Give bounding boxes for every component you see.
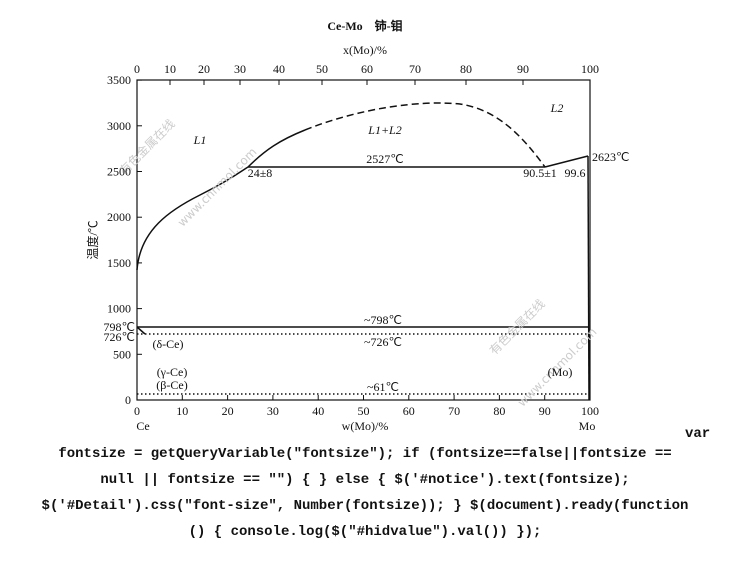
y-tick-label: 500 (113, 347, 131, 361)
bottom-tick-label: 20 (222, 404, 234, 418)
annotation: 90.5±1 (523, 166, 557, 180)
top-tick-label: 90 (517, 62, 529, 76)
code-line: () { console.log($("#hidvalue").val()) }… (189, 524, 542, 540)
y-tick-label: 0 (125, 393, 131, 407)
annotation: L1 (193, 133, 207, 147)
y-tick-label: 2000 (107, 210, 131, 224)
bottom-tick-label: 0 (134, 404, 140, 418)
annotation: 24±8 (248, 166, 273, 180)
annotation: ~726℃ (364, 335, 402, 349)
bottom-tick-label: 30 (267, 404, 279, 418)
top-tick-label: 40 (273, 62, 285, 76)
mo-solidus (587, 155, 590, 401)
title: Ce-Mo 铈-钼 (327, 18, 402, 33)
top-axis-label: x(Mo)/% (343, 43, 387, 57)
bottom-tick-label: 50 (358, 404, 370, 418)
top-tick-label: 50 (316, 62, 328, 76)
y-tick-label: 1000 (107, 302, 131, 316)
annotation: L2 (550, 101, 564, 115)
code-line: null || fontsize == "") { } else { $('#n… (100, 472, 629, 488)
bottom-tick-label: 60 (403, 404, 415, 418)
top-tick-label: 80 (460, 62, 472, 76)
phase-lines (136, 102, 590, 401)
annotation: 2623℃ (592, 150, 629, 164)
bottom-tick-label: 80 (493, 404, 505, 418)
top-tick-label: 70 (409, 62, 421, 76)
top-tick-label: 20 (198, 62, 210, 76)
annotation: ~61℃ (367, 380, 399, 394)
annotation: ~798℃ (364, 313, 402, 327)
annotation: 99.6 (565, 166, 586, 180)
code-line: $('#Detail').css("font-size", Number(fon… (42, 498, 689, 514)
y-tick-label: 2500 (107, 165, 131, 179)
top-tick-label: 30 (234, 62, 246, 76)
end-label: Mo (579, 419, 596, 433)
end-label: Ce (136, 419, 149, 433)
y-extra-label: 798℃ (104, 320, 135, 334)
annotation: (β-Ce) (156, 378, 187, 392)
bottom-tick-label: 40 (312, 404, 324, 418)
watermark: www.cnnmol.com (175, 145, 260, 230)
top-tick-label: 100 (581, 62, 599, 76)
y-tick-label: 1500 (107, 256, 131, 270)
annotation: (γ-Ce) (157, 365, 188, 379)
annotation: (Mo) (548, 365, 573, 379)
plot-frame (136, 79, 591, 401)
code-line: fontsize = getQueryVariable("fontsize");… (58, 446, 671, 462)
bottom-tick-label: 100 (581, 404, 599, 418)
mo-liquidus (544, 155, 589, 168)
bottom-axis-label: w(Mo)/% (342, 419, 389, 433)
dome-dashed (304, 102, 546, 168)
liquidus (136, 166, 249, 271)
bottom-tick-label: 90 (539, 404, 551, 418)
bottom-tick-label: 10 (176, 404, 188, 418)
y-tick-label: 3500 (107, 73, 131, 87)
bottom-tick-label: 70 (448, 404, 460, 418)
top-tick-label: 10 (164, 62, 176, 76)
ce-curve (136, 326, 146, 335)
top-tick-label: 0 (134, 62, 140, 76)
y-tick-label: 3000 (107, 119, 131, 133)
annotation: L1+L2 (367, 123, 401, 137)
annotation: 2527℃ (366, 152, 403, 166)
top-tick-label: 60 (361, 62, 373, 76)
annotation: (δ-Ce) (153, 337, 184, 351)
dome-solid (247, 129, 306, 168)
code-line: var (685, 426, 710, 442)
y-extra-label: 726℃ (104, 330, 135, 344)
y-axis-label: 温度/℃ (85, 220, 100, 259)
